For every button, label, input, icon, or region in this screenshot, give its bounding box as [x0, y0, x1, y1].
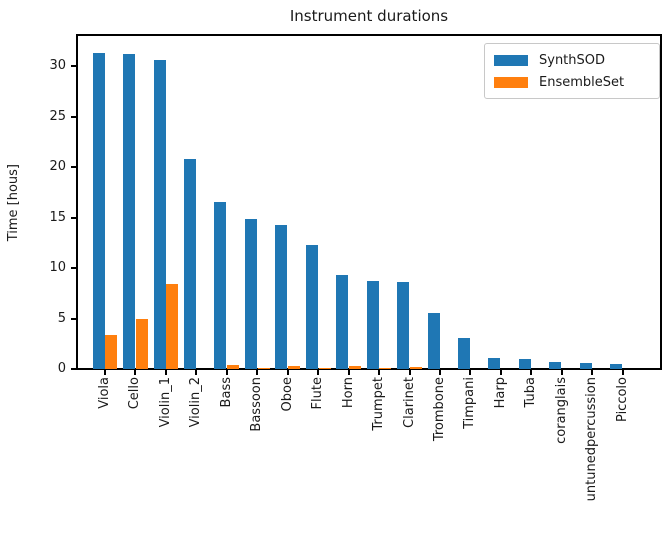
y-tick — [71, 267, 76, 270]
bar-synthsod-trombone — [428, 313, 440, 369]
bar-synthsod-horn — [336, 275, 348, 369]
bar-synthsod-bass — [214, 202, 226, 369]
y-tick — [71, 317, 76, 320]
x-tick — [591, 370, 594, 375]
x-tick — [438, 370, 441, 375]
y-tick-label: 20 — [49, 159, 66, 175]
bar-synthsod-tuba — [519, 359, 531, 369]
x-tick-label: Trombone — [431, 377, 447, 442]
x-tick-label: Bass — [218, 377, 234, 408]
y-tick-label: 10 — [49, 260, 66, 276]
bar-ensembleset-clarinet — [410, 367, 422, 369]
x-tick-label: Piccolo — [614, 377, 630, 422]
bar-synthsod-flute — [306, 245, 318, 369]
legend-item-ensembleset: EnsembleSet — [494, 75, 659, 90]
y-tick — [71, 368, 76, 370]
x-tick-label: Trumpet — [371, 377, 387, 431]
x-tick-label: Clarinet — [401, 377, 417, 428]
legend-swatch-ensembleset — [494, 76, 528, 88]
bar-synthsod-coranglais — [549, 362, 561, 369]
bar-synthsod-clarinet — [397, 282, 409, 369]
x-tick-label: untunedpercussion — [584, 377, 600, 502]
bar-synthsod-bassoon — [245, 219, 257, 369]
bar-ensembleset-bassoon — [258, 368, 270, 369]
x-tick-label: Violin_2 — [188, 377, 204, 428]
y-tick-label: 15 — [49, 209, 66, 225]
x-tick-label: Oboe — [279, 377, 295, 412]
x-tick — [499, 370, 502, 375]
y-axis-label: Time [hous] — [6, 164, 21, 242]
bar-ensembleset-violin_1 — [166, 284, 178, 369]
x-tick-label: Flute — [310, 377, 326, 410]
bar-ensembleset-horn — [349, 366, 361, 369]
x-tick — [347, 370, 350, 375]
y-tick — [71, 65, 76, 68]
bar-synthsod-piccolo — [610, 364, 622, 369]
x-tick — [256, 370, 259, 375]
bar-synthsod-untunedpercussion — [580, 363, 592, 369]
y-tick — [71, 166, 76, 169]
bar-synthsod-oboe — [275, 225, 287, 369]
y-tick-label: 0 — [57, 361, 66, 376]
bar-ensembleset-bass — [227, 365, 239, 369]
x-tick — [225, 370, 228, 375]
bar-synthsod-viola — [93, 53, 105, 369]
x-tick-label: Timpani — [462, 377, 478, 429]
bar-ensembleset-viola — [105, 335, 117, 369]
y-tick-label: 25 — [49, 108, 66, 124]
legend-item-synthsod: SynthSOD — [494, 53, 659, 68]
legend-swatch-synthsod — [494, 54, 528, 66]
x-tick — [378, 370, 381, 375]
x-tick — [560, 370, 563, 375]
x-tick-label: Tuba — [523, 377, 539, 408]
x-tick — [530, 370, 533, 375]
x-tick — [469, 370, 472, 375]
chart-title: Instrument durations — [289, 7, 449, 25]
bar-synthsod-violin_1 — [154, 60, 166, 369]
y-tick — [71, 115, 76, 118]
x-tick-label: coranglais — [553, 377, 569, 444]
x-tick — [286, 370, 289, 375]
bar-synthsod-violin_2 — [184, 159, 196, 369]
x-tick-label: Violin_1 — [157, 377, 173, 428]
x-tick — [195, 370, 198, 375]
bar-synthsod-harp — [488, 358, 500, 369]
bar-synthsod-timpani — [458, 338, 470, 369]
bar-ensembleset-oboe — [288, 366, 300, 369]
x-tick-label: Bassoon — [249, 377, 265, 432]
bar-synthsod-trumpet — [367, 281, 379, 369]
y-tick — [71, 216, 76, 219]
bar-ensembleset-cello — [136, 319, 148, 369]
x-tick — [164, 370, 167, 375]
x-tick-label: Harp — [492, 377, 508, 409]
bar-ensembleset-trumpet — [379, 368, 391, 369]
y-tick-label: 30 — [49, 58, 66, 74]
x-tick — [104, 370, 106, 375]
x-tick — [317, 370, 320, 375]
legend: SynthSOD EnsembleSet — [484, 43, 660, 99]
x-tick-label: Viola — [97, 377, 112, 409]
y-tick-label: 5 — [57, 310, 66, 326]
bar-ensembleset-flute — [319, 368, 331, 369]
x-tick — [408, 370, 411, 375]
x-tick-label: Horn — [340, 377, 356, 409]
x-tick — [621, 370, 624, 375]
legend-label-ensembleset: EnsembleSet — [539, 74, 625, 90]
x-tick — [134, 370, 137, 375]
bar-synthsod-cello — [123, 54, 135, 369]
x-tick-label: Cello — [127, 377, 143, 410]
legend-label-synthsod: SynthSOD — [539, 52, 606, 68]
